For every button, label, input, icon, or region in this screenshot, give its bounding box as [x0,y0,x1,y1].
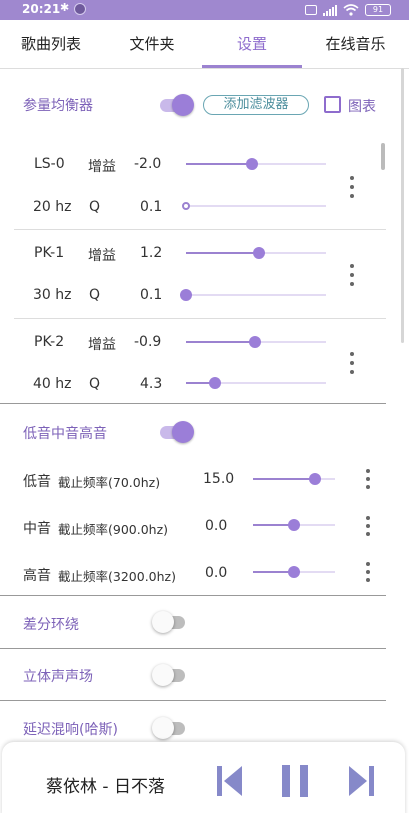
filter-frequency: 20 hz [33,199,72,215]
add-filter-button[interactable]: 添加滤波器 [203,95,309,115]
status-time: 20:21 [22,2,61,16]
next-icon[interactable] [348,764,376,798]
treble-slider[interactable] [253,566,335,578]
bluetooth-icon: ✱ [60,1,70,14]
bass-slider[interactable] [253,473,335,485]
gain-value: -0.9 [134,334,162,350]
band-name: 低音 [23,474,51,490]
diff-surround-label: 差分环绕 [23,617,79,633]
q-slider[interactable] [182,200,326,212]
status-bar: 20:21 ✱ 91 [0,0,409,20]
gain-slider[interactable] [186,247,326,259]
pause-icon[interactable] [281,764,309,798]
band-name: 中音 [23,521,51,537]
divider [14,229,386,230]
q-value: 0.1 [140,199,163,215]
diff-surround-switch[interactable] [152,611,187,633]
stereo-field-label: 立体声声场 [23,669,93,685]
band-cutoff: 截止频率(3200.0hz) [58,569,176,584]
tab-settings[interactable]: 设置 [236,35,267,53]
more-options-icon[interactable] [349,352,355,374]
filter-list-scrollbar[interactable] [381,143,385,170]
chart-checkbox[interactable] [324,96,341,113]
mid-slider[interactable] [253,519,335,531]
more-options-icon[interactable] [365,469,371,491]
haas-reverb-label: 延迟混响(哈斯) [23,722,118,738]
tab-indicator [202,65,302,68]
gain-value: 1.2 [140,245,163,261]
tab-song-list[interactable]: 歌曲列表 [20,35,81,53]
bass-mid-treble-switch[interactable] [160,421,194,443]
section-divider [0,700,386,701]
app-notification-icon [74,3,86,15]
more-options-icon[interactable] [365,562,371,584]
section-divider [0,595,386,596]
previous-icon[interactable] [215,764,243,798]
bass-mid-treble-title: 低音中音高音 [23,426,107,442]
signal-icon [323,4,337,16]
gain-slider[interactable] [186,158,326,170]
filter-frequency: 30 hz [33,287,72,303]
q-label: Q [89,376,101,392]
gain-value: -2.0 [134,156,162,172]
divider [14,318,386,319]
page-scrollbar[interactable] [401,68,404,343]
q-value: 4.3 [140,376,163,392]
band-value: 0.0 [205,518,228,534]
now-playing-title[interactable]: 蔡依林 - 日不落 [46,777,165,797]
wifi-icon [343,4,359,16]
band-value: 0.0 [205,565,228,581]
sim-icon [305,5,317,15]
band-cutoff: 截止频率(900.0hz) [58,522,169,537]
q-slider[interactable] [180,289,326,301]
gain-label: 增益 [88,248,116,264]
band-cutoff: 截止频率(70.0hz) [58,475,161,490]
q-value: 0.1 [140,287,163,303]
tab-folder[interactable]: 文件夹 [129,35,175,53]
q-label: Q [89,287,101,303]
tab-online-music[interactable]: 在线音乐 [325,35,386,53]
section-divider [0,403,386,404]
param-eq-switch[interactable] [160,94,194,116]
q-slider[interactable] [186,377,326,389]
more-options-icon[interactable] [349,176,355,198]
filter-name: LS-0 [34,156,65,172]
gain-slider[interactable] [186,336,326,348]
filter-frequency: 40 hz [33,376,72,392]
chart-label: 图表 [348,99,376,115]
gain-label: 增益 [88,337,116,353]
band-value: 15.0 [203,471,235,487]
filter-name: PK-2 [34,334,65,350]
section-divider [0,648,386,649]
battery-icon: 91 [365,4,391,16]
filter-name: PK-1 [34,245,65,261]
more-options-icon[interactable] [349,264,355,286]
mini-player[interactable]: 蔡依林 - 日不落 [2,742,405,813]
stereo-field-switch[interactable] [152,664,187,686]
tab-bar: 歌曲列表 文件夹 设置 在线音乐 [0,20,409,69]
gain-label: 增益 [88,159,116,175]
param-eq-title: 参量均衡器 [23,98,93,114]
q-label: Q [89,199,101,215]
more-options-icon[interactable] [365,516,371,538]
haas-reverb-switch[interactable] [152,717,187,739]
band-name: 高音 [23,568,51,584]
